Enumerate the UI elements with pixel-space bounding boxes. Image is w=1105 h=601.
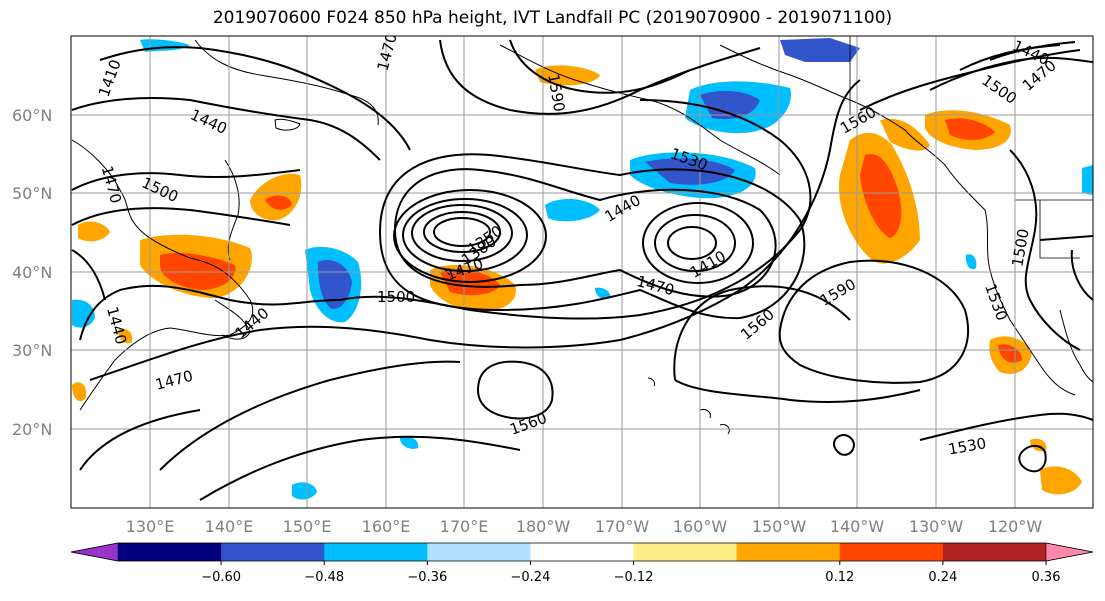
longitude-labels: 130°E 140°E 150°E 160°E 170°E 180°W 170°… bbox=[126, 517, 1043, 536]
colorbar-segment bbox=[633, 543, 738, 561]
ivt-positive-shading bbox=[72, 65, 1082, 495]
grid-lines bbox=[71, 36, 1093, 508]
lat-label-30n: 30°N bbox=[12, 341, 52, 360]
lat-label-20n: 20°N bbox=[12, 420, 52, 439]
colorbar-segment bbox=[942, 543, 1047, 561]
contour-label-1500-center: 1500 bbox=[377, 288, 415, 306]
colorbar-segment bbox=[324, 543, 428, 561]
colorbar-tick-label: 0.12 bbox=[825, 570, 854, 585]
lat-label-50n: 50°N bbox=[12, 184, 52, 203]
colorbar-tick-label: −0.36 bbox=[407, 570, 447, 585]
lon-label-180w: 180°W bbox=[516, 517, 571, 536]
map-border bbox=[70, 35, 1094, 509]
lon-label-140w: 140°W bbox=[830, 517, 885, 536]
lon-label-140e: 140°E bbox=[205, 517, 254, 536]
colorbar-extend-high bbox=[1045, 542, 1094, 562]
colorbar-outline bbox=[70, 542, 1094, 562]
colorbar-segment bbox=[221, 543, 325, 561]
latitude-labels: 60°N 50°N 40°N 30°N 20°N bbox=[12, 106, 52, 439]
colorbar-extend-low bbox=[70, 542, 119, 562]
lon-label-150e: 150°E bbox=[283, 517, 332, 536]
colorbar-segment bbox=[736, 543, 841, 561]
colorbar-tick-label: −0.12 bbox=[614, 570, 654, 585]
lon-label-160w: 160°W bbox=[673, 517, 728, 536]
colorbar-segment bbox=[118, 543, 222, 561]
lon-label-130w: 130°W bbox=[909, 517, 964, 536]
colorbar-tick-label: −0.48 bbox=[304, 570, 344, 585]
ivt-negative-shading bbox=[72, 38, 1093, 500]
colorbar: −0.60−0.48−0.36−0.24−0.120.120.240.360.4… bbox=[70, 542, 1094, 585]
lon-label-170w: 170°W bbox=[595, 517, 650, 536]
colorbar-segment bbox=[839, 543, 944, 561]
lon-label-150w: 150°W bbox=[752, 517, 807, 536]
lat-label-60n: 60°N bbox=[12, 106, 52, 125]
map-title: 2019070600 F024 850 hPa height, IVT Land… bbox=[212, 8, 893, 28]
colorbar-tick-label: 0.36 bbox=[1032, 570, 1061, 585]
colorbar-tick-label: −0.24 bbox=[511, 570, 551, 585]
colorbar-segment bbox=[530, 543, 635, 561]
colorbar-segment bbox=[427, 543, 531, 561]
lon-label-170e: 170°E bbox=[440, 517, 489, 536]
lon-label-130e: 130°E bbox=[126, 517, 175, 536]
colorbar-tick-label: 0.24 bbox=[928, 570, 957, 585]
colorbar-segments bbox=[70, 542, 1094, 562]
lon-label-120w: 120°W bbox=[988, 517, 1043, 536]
lat-label-40n: 40°N bbox=[12, 263, 52, 282]
colorbar-tick-label: −0.60 bbox=[201, 570, 241, 585]
colorbar-ticks: −0.60−0.48−0.36−0.24−0.120.120.240.360.4… bbox=[201, 561, 1061, 585]
lon-label-160e: 160°E bbox=[362, 517, 411, 536]
height-contours bbox=[71, 39, 1093, 501]
